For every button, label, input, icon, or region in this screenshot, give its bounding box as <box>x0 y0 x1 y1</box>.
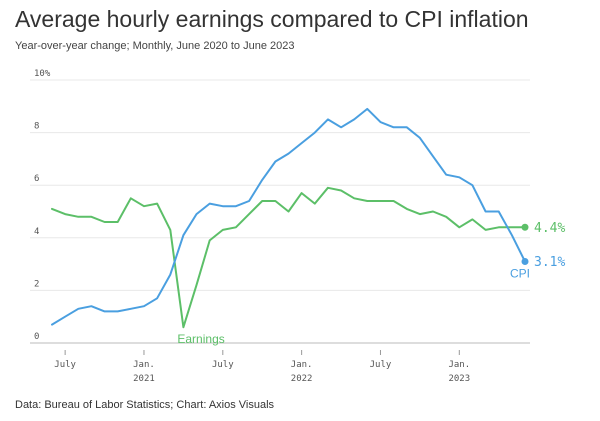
series-name-label-cpi: CPI <box>510 266 530 280</box>
x-axis: July Jan. 2021 July Jan. 2022 July Jan. 2023 <box>54 350 470 384</box>
series-labels: 3.1% 4.4% CPI Earnings <box>177 221 565 346</box>
chart-source: Data: Bureau of Labor Statistics; Chart:… <box>15 399 275 411</box>
y-tick-label: 8 <box>34 122 39 132</box>
y-tick-label: 6 <box>34 174 39 184</box>
end-value-label-cpi: 3.1% <box>534 255 565 270</box>
series-line-earnings <box>51 186 526 329</box>
x-tick-year: 2023 <box>448 374 470 384</box>
y-tick-label: 10% <box>34 69 51 79</box>
y-tick-label: 2 <box>34 279 39 289</box>
x-tick-label: July <box>370 360 392 370</box>
x-tick-label: Jan. <box>448 360 470 370</box>
x-tick-label: July <box>54 360 76 370</box>
series <box>51 107 526 329</box>
y-axis: 0 2 4 6 8 10% <box>34 69 51 342</box>
x-tick-label: Jan. <box>133 360 155 370</box>
gridlines <box>30 79 530 344</box>
y-tick-label: 4 <box>34 227 39 237</box>
chart-subtitle: Year-over-year change; Monthly, June 202… <box>15 40 295 52</box>
x-tick-label: July <box>212 360 234 370</box>
end-point-earnings <box>521 223 529 231</box>
chart-title: Average hourly earnings compared to CPI … <box>15 6 529 32</box>
end-value-label-earnings: 4.4% <box>534 221 565 236</box>
series-line-cpi <box>51 107 526 326</box>
x-tick-year: 2022 <box>291 374 313 384</box>
x-tick-label: Jan. <box>291 360 313 370</box>
end-point-cpi <box>521 257 529 265</box>
y-tick-label: 0 <box>34 332 39 342</box>
series-name-label-earnings: Earnings <box>177 332 224 346</box>
x-tick-year: 2021 <box>133 374 155 384</box>
